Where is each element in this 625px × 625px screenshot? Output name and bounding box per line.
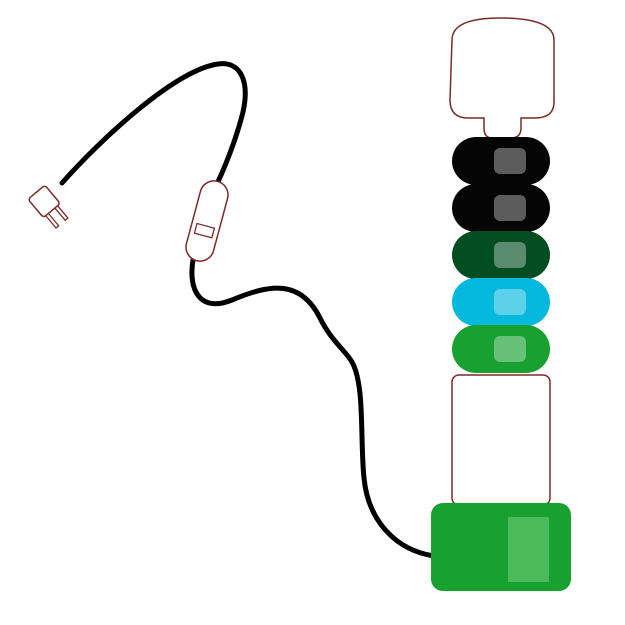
dark-green-segment [452, 231, 550, 279]
power-cord [59, 61, 248, 193]
lamp-body-column [451, 374, 551, 506]
green-segment-knob [494, 336, 526, 362]
lamp-bulb-top [449, 17, 555, 139]
black-segment-2 [452, 184, 550, 232]
lamp-segments [452, 137, 550, 373]
cyan-segment [452, 278, 550, 326]
black-segment-1 [452, 137, 550, 185]
lamp-base-highlight [508, 517, 549, 582]
green-segment [452, 325, 550, 373]
black-segment-2-knob [494, 195, 526, 221]
cyan-segment-knob [494, 289, 526, 315]
power-cord-lower [189, 257, 437, 559]
black-segment-1-knob [494, 148, 526, 174]
dark-green-segment-knob [494, 242, 526, 268]
inline-switch-icon [185, 180, 229, 262]
lamp-base [431, 503, 571, 591]
electric-plug-icon [28, 185, 69, 229]
